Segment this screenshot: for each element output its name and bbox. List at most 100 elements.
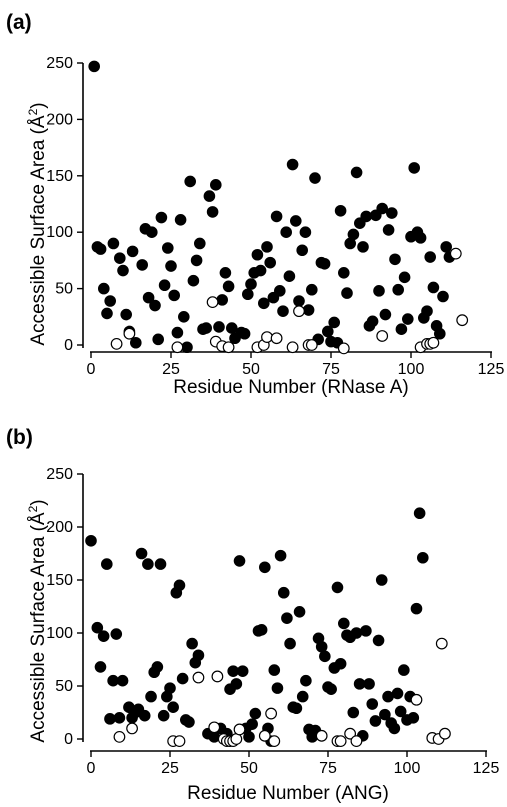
open-point-b xyxy=(315,729,328,742)
filled-point-a xyxy=(328,316,341,329)
open-point-b xyxy=(208,721,221,734)
x-tick-label-a: 50 xyxy=(242,361,260,378)
filled-point-a xyxy=(130,336,142,349)
filled-point-a xyxy=(376,202,389,215)
open-point-b xyxy=(439,727,451,740)
y-tick-label-a: 200 xyxy=(46,111,73,128)
filled-point-a xyxy=(98,282,110,295)
filled-point-b xyxy=(398,664,410,676)
filled-point-a xyxy=(171,326,184,339)
filled-point-a xyxy=(341,287,353,299)
filled-point-b xyxy=(293,606,306,618)
filled-point-a xyxy=(402,313,414,325)
filled-point-a xyxy=(434,327,446,340)
filled-point-b xyxy=(246,718,258,730)
filled-point-a xyxy=(270,210,283,223)
open-point-b xyxy=(268,735,281,748)
open-point-a xyxy=(110,337,123,350)
y-tick-label-b: 200 xyxy=(46,519,73,536)
filled-point-b xyxy=(372,634,385,647)
filled-point-a xyxy=(414,232,427,244)
panel-label-b: (b) xyxy=(6,426,33,449)
filled-point-b xyxy=(167,701,179,714)
filled-point-b xyxy=(388,722,401,735)
filled-point-a xyxy=(213,321,225,333)
filled-point-a xyxy=(203,190,216,202)
filled-point-a xyxy=(347,228,360,241)
open-point-b xyxy=(258,729,271,742)
filled-point-b xyxy=(142,558,154,570)
x-axis-title-a: Residue Number (RNase A) xyxy=(173,377,408,398)
filled-point-a xyxy=(194,237,206,250)
filled-point-a xyxy=(158,279,171,292)
filled-point-a xyxy=(254,264,267,277)
filled-point-b xyxy=(186,637,198,650)
filled-point-b xyxy=(110,628,123,640)
y-tick-label-a: 100 xyxy=(46,224,73,241)
filled-point-a xyxy=(101,307,113,320)
filled-point-a xyxy=(357,241,369,253)
x-tick-label-b: 0 xyxy=(87,760,96,777)
filled-point-a xyxy=(382,224,395,236)
filled-point-b xyxy=(183,716,195,728)
filled-point-a xyxy=(440,241,453,253)
filled-point-a xyxy=(293,295,305,307)
filled-point-a xyxy=(408,162,421,174)
filled-point-a xyxy=(395,323,408,336)
filled-point-a xyxy=(290,215,302,227)
filled-point-b xyxy=(145,690,157,703)
open-point-a xyxy=(293,305,305,318)
filled-point-a xyxy=(318,257,331,270)
filled-point-b xyxy=(233,555,246,567)
filled-point-a xyxy=(190,254,203,267)
filled-point-b xyxy=(101,558,113,570)
y-axis-title-a-close: ) xyxy=(28,102,49,108)
filled-point-b xyxy=(151,661,164,673)
filled-point-b xyxy=(91,621,104,634)
filled-point-b xyxy=(192,649,205,662)
filled-point-a xyxy=(427,281,440,294)
filled-point-a xyxy=(366,315,379,328)
filled-point-b xyxy=(366,698,379,710)
filled-point-a xyxy=(379,308,392,321)
open-point-b xyxy=(265,707,278,720)
filled-point-b xyxy=(417,551,429,564)
filled-point-a xyxy=(299,226,312,238)
filled-point-b xyxy=(413,507,426,520)
filled-point-a xyxy=(174,213,187,226)
filled-point-a xyxy=(437,290,449,303)
filled-point-b xyxy=(375,574,388,586)
open-point-b xyxy=(173,735,186,748)
filled-point-a xyxy=(277,305,289,317)
filled-point-a xyxy=(264,256,277,269)
filled-point-b xyxy=(319,650,331,663)
x-tick-label-a: 25 xyxy=(162,361,180,378)
filled-point-a xyxy=(392,283,405,296)
open-point-a xyxy=(206,296,219,309)
filled-point-b xyxy=(173,579,186,592)
filled-point-a xyxy=(114,252,126,264)
filled-point-a xyxy=(88,60,100,73)
filled-point-a xyxy=(389,253,401,266)
filled-point-a xyxy=(149,299,161,312)
filled-point-b xyxy=(334,657,347,670)
open-point-b xyxy=(344,727,357,740)
filled-point-a xyxy=(107,237,120,250)
panel-a: (a) Accessible Surface Area (Å2) Residue… xyxy=(6,11,504,398)
x-tick-label-b: 100 xyxy=(394,760,421,777)
filled-point-a xyxy=(373,285,385,297)
y-tick-label-a: 150 xyxy=(46,168,73,185)
plot-area-b: 0 50 100 150 200 250 0 25 50 75 100 125 xyxy=(46,466,499,777)
x-tick-label-b: 50 xyxy=(240,760,258,777)
filled-point-b xyxy=(176,672,189,685)
filled-point-a xyxy=(104,295,116,307)
filled-point-a xyxy=(162,242,174,254)
filled-point-a xyxy=(210,179,222,191)
filled-point-b xyxy=(350,627,363,639)
filled-point-a xyxy=(165,260,177,272)
y-tick-label-b: 250 xyxy=(46,466,73,483)
open-point-a xyxy=(123,327,136,340)
filled-point-b xyxy=(104,713,116,725)
filled-point-b xyxy=(394,705,407,718)
